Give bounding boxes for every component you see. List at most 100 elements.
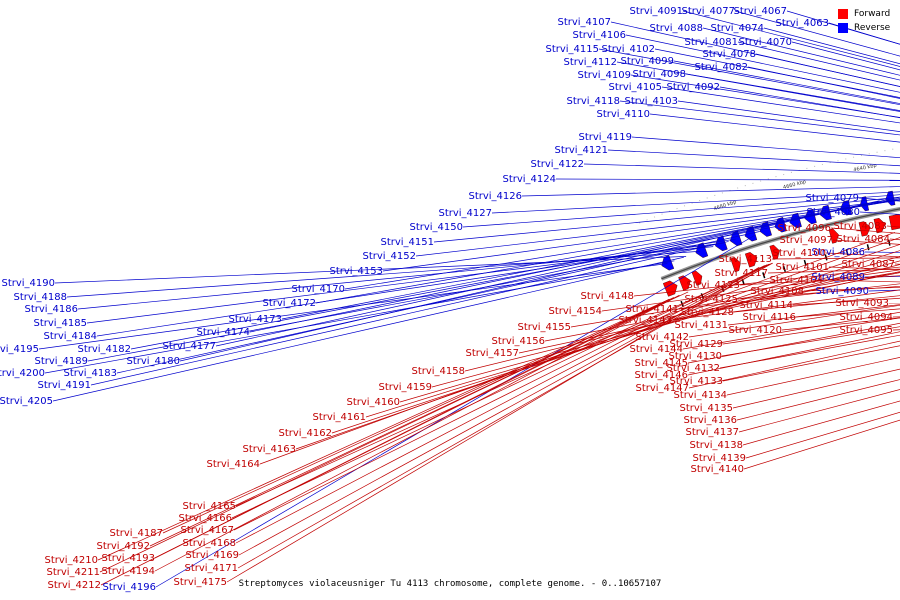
- leader-line: [738, 389, 900, 433]
- gene-label-rev-19: Strvi_4092: [666, 82, 720, 93]
- feature-mark: [887, 239, 891, 246]
- gene-label-rev-7: Strvi_4106: [572, 30, 626, 41]
- gene-label-rev-r-2: Strvi_4086: [811, 247, 865, 258]
- leader-line: [745, 411, 900, 459]
- leader-line: [673, 60, 900, 104]
- gene-label-rev-41: Strvi_4190: [1, 278, 55, 289]
- gene-label-rev-r-0: Strvi_4079: [805, 193, 859, 204]
- gene-label-fwd-16: Strvi_4120: [728, 325, 782, 336]
- gene-label-rev-10: Strvi_4115: [545, 44, 599, 55]
- gene-label-fwd-9: Strvi_4101: [775, 262, 829, 273]
- forward-gene-arrow-5: [769, 244, 780, 260]
- leader-line: [237, 263, 772, 569]
- leader-line: [630, 74, 900, 118]
- leader-line: [742, 400, 900, 446]
- gene-label-fwd-61: Strvi_4194: [101, 566, 155, 577]
- gene-label-fwd-24: Strvi_4133: [669, 376, 723, 387]
- gene-label-rev-40: Strvi_4183: [63, 368, 117, 379]
- gene-label-rev-16: Strvi_4109: [577, 70, 631, 81]
- leader-line: [727, 304, 900, 326]
- gene-label-rev-45: Strvi_4184: [43, 331, 97, 342]
- gene-label-fwd-6: Strvi_4096: [777, 223, 831, 234]
- feature-mark: [782, 265, 787, 273]
- kbp-tick-label: 4640 kbp: [853, 163, 877, 174]
- gene-label-rev-26: Strvi_4124: [502, 174, 556, 185]
- leader-line: [671, 289, 900, 321]
- leader-line: [631, 136, 900, 159]
- leader-line: [687, 331, 900, 376]
- legend-forward: Forward: [838, 7, 898, 21]
- gene-label-fwd-53: Strvi_4167: [180, 525, 234, 536]
- gene-label-fwd-54: Strvi_4168: [182, 538, 236, 549]
- leader-line: [38, 263, 668, 350]
- leader-line: [97, 298, 670, 561]
- leader-line: [87, 242, 726, 362]
- gene-label-fwd-11: Strvi_4113: [718, 254, 772, 265]
- forward-gene-arrow-3: [730, 257, 741, 273]
- gene-label-rev-29: Strvi_4150: [409, 222, 463, 233]
- gene-label-fwd-23: Strvi_4132: [666, 363, 720, 374]
- gene-label-fwd-64: Strvi_4212: [47, 580, 101, 591]
- leader-line: [719, 86, 900, 119]
- gene-label-fwd-30: Strvi_4139: [692, 453, 746, 464]
- leader-line: [44, 260, 675, 374]
- gene-label-fwd-5: Strvi_4095: [839, 325, 893, 336]
- leader-line: [633, 266, 900, 297]
- gene-label-fwd-52: Strvi_4166: [178, 513, 232, 524]
- leader-line: [331, 244, 900, 434]
- gene-label-rev-23: Strvi_4119: [578, 132, 632, 143]
- leader-line: [726, 357, 900, 396]
- leader-line: [763, 27, 900, 65]
- leader-line: [719, 334, 900, 369]
- feature-mark: [700, 293, 705, 300]
- gene-label-rev-35: Strvi_4173: [228, 314, 282, 325]
- leader-line: [649, 113, 900, 143]
- gene-label-rev-21: Strvi_4103: [624, 96, 678, 107]
- gene-label-fwd-46: Strvi_4160: [346, 397, 400, 408]
- gene-label-rev-11: Strvi_4102: [601, 44, 655, 55]
- gene-label-rev-9: Strvi_4070: [738, 37, 792, 48]
- leader-line: [687, 322, 900, 364]
- leader-line: [607, 149, 900, 167]
- leader-line: [685, 73, 900, 112]
- gene-label-rev-24: Strvi_4121: [554, 145, 608, 156]
- leader-line: [99, 298, 670, 573]
- forward-gene-arrow-9: [888, 213, 900, 231]
- feature-mark: [866, 244, 870, 251]
- leader-line: [767, 268, 900, 274]
- gene-label-fwd-17: Strvi_4123: [686, 280, 740, 291]
- gene-label-fwd-63: Strvi_4211: [46, 567, 100, 578]
- gene-label-fwd-58: Strvi_4187: [109, 528, 163, 539]
- leader-line: [544, 272, 900, 342]
- gene-label-fwd-21: Strvi_4129: [669, 339, 723, 350]
- leader-line: [365, 250, 900, 418]
- gene-label-fwd-51: Strvi_4165: [182, 501, 236, 512]
- gene-label-rev-50: Strvi_4205: [0, 396, 53, 407]
- gene-label-fwd-49: Strvi_4163: [242, 444, 296, 455]
- leader-line: [315, 199, 900, 304]
- gene-label-rev-20: Strvi_4118: [566, 96, 620, 107]
- leader-line: [661, 86, 900, 124]
- leader-line: [654, 48, 900, 98]
- gene-label-fwd-37: Strvi_4145: [634, 358, 688, 369]
- gene-label-rev-39: Strvi_4182: [77, 344, 131, 355]
- gene-label-rev-r-5: Strvi_4196: [102, 582, 156, 593]
- leader-line: [755, 53, 900, 88]
- leader-line: [682, 10, 900, 67]
- gene-label-fwd-29: Strvi_4138: [689, 440, 743, 451]
- leader-line: [677, 100, 900, 132]
- gene-label-fwd-33: Strvi_4141: [625, 304, 679, 315]
- gene-label-fwd-42: Strvi_4156: [491, 336, 545, 347]
- gene-label-rev-42: Strvi_4188: [13, 292, 67, 303]
- gene-label-fwd-8: Strvi_4100: [772, 248, 826, 259]
- forward-swatch-icon: [838, 9, 848, 19]
- forward-gene-arrow-0: [662, 280, 678, 297]
- gene-label-rev-36: Strvi_4174: [196, 327, 250, 338]
- gene-label-rev-18: Strvi_4105: [608, 82, 662, 93]
- leader-line: [415, 199, 900, 257]
- gene-label-rev-17: Strvi_4098: [632, 69, 686, 80]
- gene-label-rev-25: Strvi_4122: [530, 159, 584, 170]
- genome-caption: Streptomyces violaceusniger Tu 4113 chro…: [238, 579, 662, 589]
- gene-label-fwd-0: Strvi_4083: [833, 221, 887, 232]
- leader-line: [90, 241, 729, 386]
